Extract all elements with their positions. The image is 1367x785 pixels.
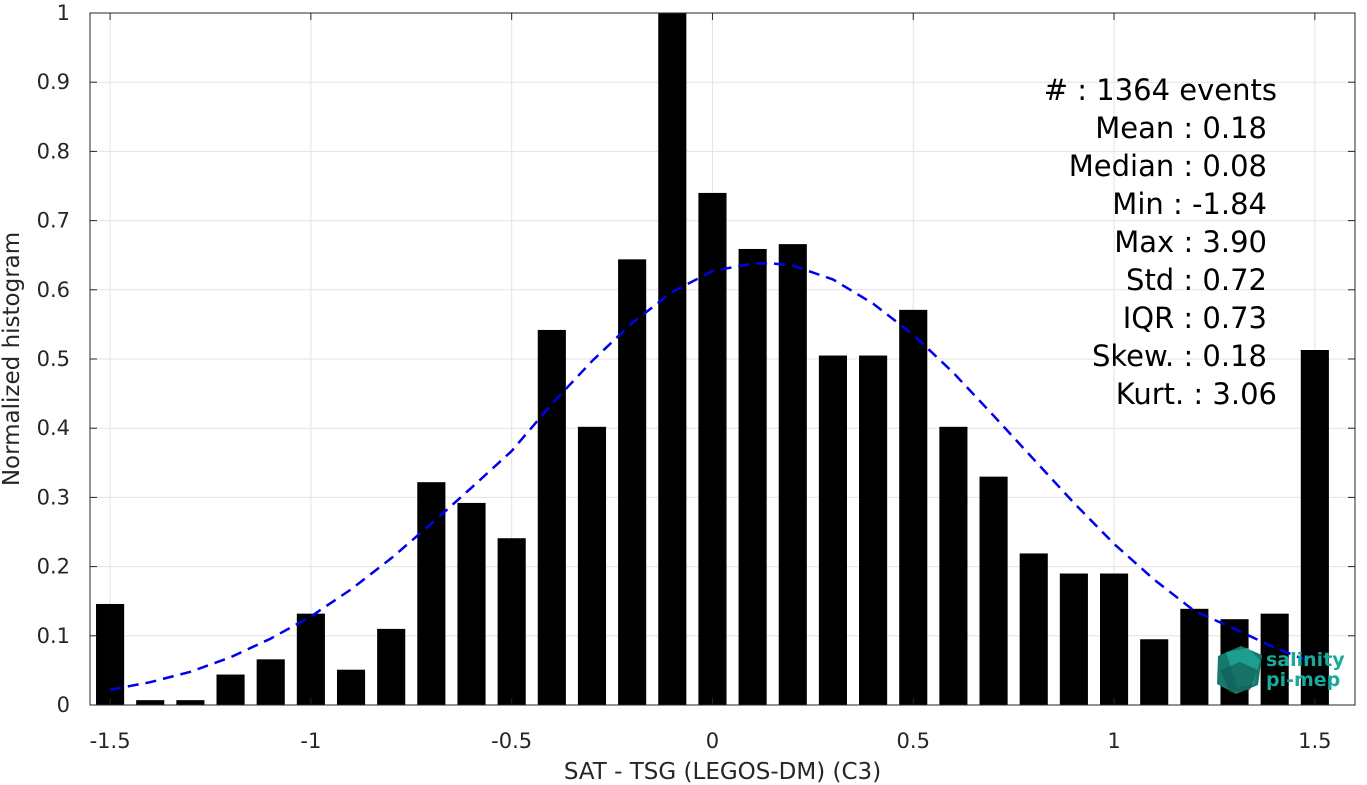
y-tick-label: 0.4 xyxy=(37,416,70,440)
logo-cube-icon xyxy=(1217,646,1262,694)
histogram-bar xyxy=(1260,613,1289,705)
x-tick-label: -1 xyxy=(300,729,321,753)
histogram-bar xyxy=(658,13,687,705)
stat-line: Kurt. : 3.06 xyxy=(1116,377,1277,411)
histogram-bar xyxy=(176,700,205,705)
y-tick-label: 0.8 xyxy=(37,139,70,163)
histogram-bar xyxy=(256,659,285,705)
histogram-bar xyxy=(1140,639,1169,705)
x-tick-label: 0.5 xyxy=(897,729,930,753)
histogram-bar xyxy=(1059,573,1088,705)
histogram-bar xyxy=(336,669,366,705)
histogram-bar xyxy=(216,674,245,705)
y-tick-label: 0.6 xyxy=(37,278,70,302)
x-tick-label: 0 xyxy=(706,729,719,753)
y-tick-label: 0 xyxy=(57,693,70,717)
stat-line: Std : 0.72 xyxy=(1126,263,1267,297)
histogram-bar xyxy=(1300,350,1329,705)
x-tick-label: -0.5 xyxy=(491,729,532,753)
histogram-bar xyxy=(979,476,1008,705)
fit-curve-line xyxy=(109,262,1316,692)
histogram-bar xyxy=(457,502,486,705)
stat-line: Skew. : 0.18 xyxy=(1092,339,1267,373)
y-tick-label: 0.1 xyxy=(37,624,70,648)
histogram-bar xyxy=(1099,573,1129,705)
x-axis-label: SAT - TSG (LEGOS-DM) (C3) xyxy=(564,759,881,785)
histogram-bar xyxy=(818,355,847,705)
logo-text-line1: salinity xyxy=(1266,649,1345,671)
y-tick-label: 0.3 xyxy=(37,485,70,509)
x-tick-label: 1.5 xyxy=(1298,729,1331,753)
y-axis-ticks: 0 0.1 0.2 0.3 0.4 0.5 0.6 0.7 0.8 0.9 1 xyxy=(37,1,1355,717)
y-tick-label: 0.9 xyxy=(37,70,70,94)
y-tick-label: 0.7 xyxy=(37,209,70,233)
histogram-bar xyxy=(939,426,968,705)
stat-line: Min : -1.84 xyxy=(1112,187,1267,221)
histogram-bar xyxy=(577,426,607,705)
gaussian-fit xyxy=(109,262,1316,692)
histogram-bar xyxy=(497,538,526,705)
x-tick-label: 1 xyxy=(1107,729,1120,753)
histogram-bar xyxy=(377,628,406,705)
x-tick-label: -1.5 xyxy=(90,729,131,753)
histogram-bar xyxy=(417,482,446,705)
histogram-bar xyxy=(778,244,807,706)
histogram-bars xyxy=(96,13,1329,706)
histogram-bar xyxy=(96,603,125,705)
stat-line: Median : 0.08 xyxy=(1069,149,1267,183)
histogram-bar xyxy=(738,248,767,706)
logo-text-line2: pi-mep xyxy=(1266,669,1340,691)
stat-line: Mean : 0.18 xyxy=(1095,111,1267,145)
stat-line: Max : 3.90 xyxy=(1114,225,1267,259)
y-tick-label: 0.2 xyxy=(37,555,70,579)
stat-line: IQR : 0.73 xyxy=(1123,301,1267,335)
y-axis-label: Normalized histogram xyxy=(0,232,25,486)
y-tick-label: 0.5 xyxy=(37,347,70,371)
histogram-bar xyxy=(136,700,165,705)
salinity-pimep-logo: salinity pi-mep xyxy=(1217,646,1345,694)
histogram-bar xyxy=(899,309,928,705)
histogram-bar xyxy=(1180,608,1209,705)
stat-line: # : 1364 events xyxy=(1044,73,1277,107)
statistics-box: # : 1364 events Mean : 0.18 Median : 0.08 M… xyxy=(1044,73,1277,411)
histogram-bar xyxy=(537,329,566,705)
histogram-bar xyxy=(859,355,888,705)
x-axis-ticks: -1.5 -1 -0.5 0 0.5 1 1.5 xyxy=(90,13,1332,753)
histogram-bar xyxy=(698,192,727,706)
histogram-bar xyxy=(296,613,325,705)
histogram-bar xyxy=(1019,553,1048,705)
histogram-bar xyxy=(618,259,647,705)
y-tick-label: 1 xyxy=(57,1,70,25)
